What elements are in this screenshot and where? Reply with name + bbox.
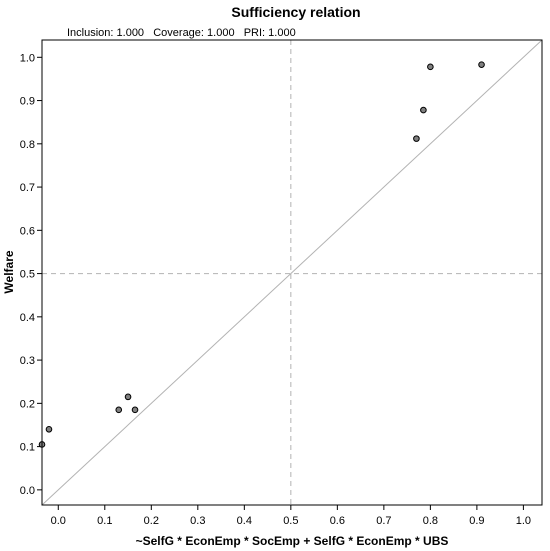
y-axis-label: Welfare [2,250,16,293]
reference-lines [41,39,543,506]
x-tick-label: 0.7 [376,515,391,527]
chart-title: Sufficiency relation [231,4,360,20]
y-tick-label: 0.2 [20,398,35,410]
x-tick-label: 0.4 [237,515,252,527]
x-tick-label: 0.0 [51,515,66,527]
data-point [478,61,485,68]
x-tick-label: 0.8 [423,515,438,527]
data-point [427,63,434,71]
y-tick-label: 1.0 [20,52,35,64]
chart-subtitle: Inclusion: 1.000 Coverage: 1.000 PRI: 1.… [67,27,296,39]
y-tick-label: 0.9 [20,96,35,108]
data-point [420,106,427,114]
y-tick-label: 0.0 [20,485,35,497]
x-axis-label: ~SelfG * EconEmp * SocEmp + SelfG * Econ… [136,534,449,548]
y-tick-label: 0.8 [20,139,35,151]
y-tick-label: 0.4 [20,312,35,324]
data-point [124,393,132,401]
x-tick-label: 0.2 [144,515,159,527]
data-point [45,426,53,433]
x-tick-label: 0.9 [469,515,484,527]
x-tick-label: 0.5 [283,515,298,527]
x-axis: 0.0 0.1 0.2 0.3 0.4 0.5 0.6 0.7 0.8 0.9 1.0 [51,505,531,527]
y-tick-label: 0.5 [20,269,35,281]
x-tick-label: 0.3 [190,515,205,527]
y-axis: 0.0 0.1 0.2 0.3 0.4 0.5 0.6 0.7 0.8 0.9 1.0 [20,52,42,497]
plot-frame [41,39,543,506]
x-tick-label: 0.6 [330,515,345,527]
data-points [38,61,485,448]
y-tick-label: 0.3 [20,355,35,367]
y-tick-label: 0.7 [20,182,35,194]
y-tick-label: 0.6 [20,225,35,237]
diagonal-line [41,39,543,506]
x-tick-label: 0.1 [97,515,112,527]
x-tick-label: 1.0 [516,515,531,527]
y-tick-label: 0.1 [20,442,35,454]
data-point [413,135,420,142]
data-point [115,406,123,414]
data-point [131,406,139,414]
